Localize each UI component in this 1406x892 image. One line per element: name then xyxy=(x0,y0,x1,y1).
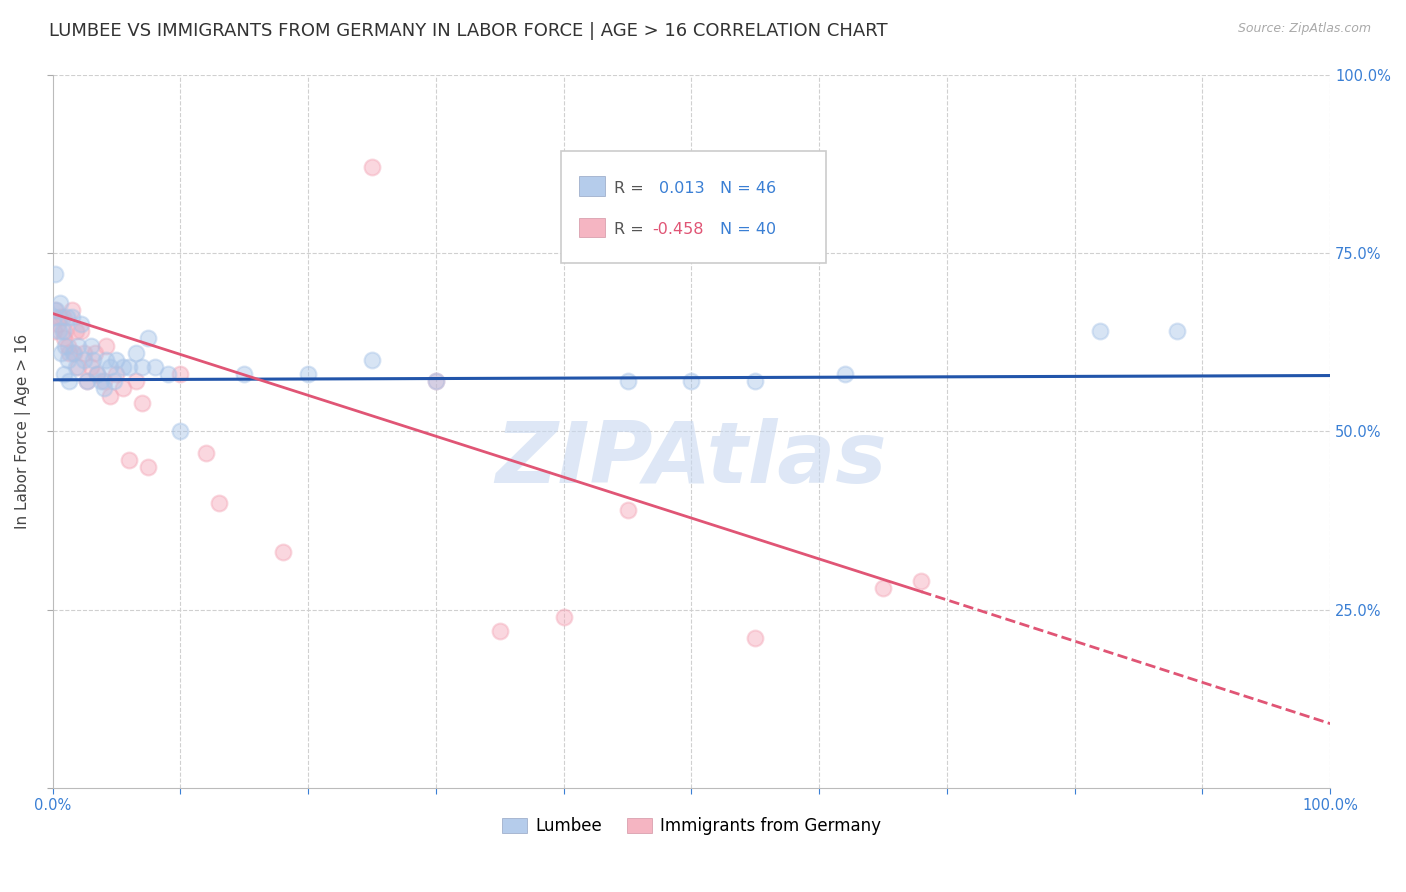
Point xyxy=(872,581,894,595)
Point xyxy=(156,367,179,381)
Point xyxy=(681,374,703,388)
Point xyxy=(53,331,76,345)
Text: -0.458: -0.458 xyxy=(652,222,704,236)
Point xyxy=(44,267,66,281)
Point xyxy=(111,381,134,395)
Point xyxy=(69,317,91,331)
Point xyxy=(361,161,384,175)
Point xyxy=(93,374,115,388)
Point xyxy=(169,424,191,438)
Point xyxy=(46,317,69,331)
Point xyxy=(138,331,160,345)
Point xyxy=(76,374,98,388)
Point xyxy=(1090,324,1112,338)
Point xyxy=(56,338,79,352)
Point xyxy=(1166,324,1188,338)
Text: LUMBEE VS IMMIGRANTS FROM GERMANY IN LABOR FORCE | AGE > 16 CORRELATION CHART: LUMBEE VS IMMIGRANTS FROM GERMANY IN LAB… xyxy=(49,22,887,40)
Point xyxy=(616,502,638,516)
Point xyxy=(52,310,75,324)
Point xyxy=(118,452,141,467)
Point xyxy=(63,345,86,359)
Point xyxy=(42,324,65,338)
Point xyxy=(233,367,256,381)
Point xyxy=(51,345,73,359)
Point xyxy=(98,388,121,402)
Point xyxy=(67,338,90,352)
Point xyxy=(96,338,118,352)
Point xyxy=(56,352,79,367)
Point xyxy=(58,345,80,359)
Point xyxy=(111,359,134,374)
Point xyxy=(103,374,125,388)
Point xyxy=(105,352,128,367)
Point xyxy=(58,374,80,388)
Text: ZIPAtlas: ZIPAtlas xyxy=(495,418,887,501)
Point xyxy=(93,381,115,395)
Legend: Lumbee, Immigrants from Germany: Lumbee, Immigrants from Germany xyxy=(494,809,890,844)
Point xyxy=(76,374,98,388)
Point xyxy=(45,302,67,317)
Point xyxy=(42,310,65,324)
Point xyxy=(744,374,766,388)
Point xyxy=(425,374,447,388)
Point xyxy=(90,374,112,388)
Point xyxy=(297,367,319,381)
Point xyxy=(143,359,166,374)
Text: 0.013: 0.013 xyxy=(659,180,704,195)
Point xyxy=(194,445,217,459)
Y-axis label: In Labor Force | Age > 16: In Labor Force | Age > 16 xyxy=(15,334,31,529)
Point xyxy=(86,367,108,381)
Point xyxy=(169,367,191,381)
Text: N = 40: N = 40 xyxy=(720,222,776,236)
Point xyxy=(131,395,153,409)
Point xyxy=(73,352,96,367)
Point xyxy=(425,374,447,388)
Point xyxy=(271,545,294,559)
Point xyxy=(105,367,128,381)
Point xyxy=(49,310,72,324)
Point xyxy=(80,359,103,374)
Text: Source: ZipAtlas.com: Source: ZipAtlas.com xyxy=(1237,22,1371,36)
Point xyxy=(60,302,83,317)
Point xyxy=(55,310,77,324)
Point xyxy=(744,631,766,645)
Point xyxy=(131,359,153,374)
Point xyxy=(82,352,104,367)
Point xyxy=(488,624,510,638)
Text: R =: R = xyxy=(614,222,650,236)
Text: R =: R = xyxy=(614,180,654,195)
Text: N = 46: N = 46 xyxy=(720,180,776,195)
Point xyxy=(73,345,96,359)
Point xyxy=(616,374,638,388)
Point xyxy=(49,295,72,310)
Point xyxy=(834,367,856,381)
Point xyxy=(52,324,75,338)
Point xyxy=(67,359,90,374)
Point xyxy=(124,374,146,388)
Point xyxy=(553,609,575,624)
Point xyxy=(96,352,118,367)
Point xyxy=(138,459,160,474)
Point xyxy=(208,495,231,509)
Point xyxy=(910,574,932,588)
Point xyxy=(48,324,70,338)
Point xyxy=(361,352,384,367)
Point xyxy=(98,359,121,374)
Point xyxy=(80,338,103,352)
Point xyxy=(53,338,76,352)
Point xyxy=(83,345,105,359)
Point xyxy=(44,302,66,317)
Point xyxy=(86,367,108,381)
Point xyxy=(62,345,84,359)
Point xyxy=(124,345,146,359)
Point xyxy=(60,310,83,324)
Point xyxy=(65,359,87,374)
Point xyxy=(69,324,91,338)
Point xyxy=(118,359,141,374)
Point xyxy=(53,324,76,338)
Point xyxy=(53,367,76,381)
Point xyxy=(65,324,87,338)
